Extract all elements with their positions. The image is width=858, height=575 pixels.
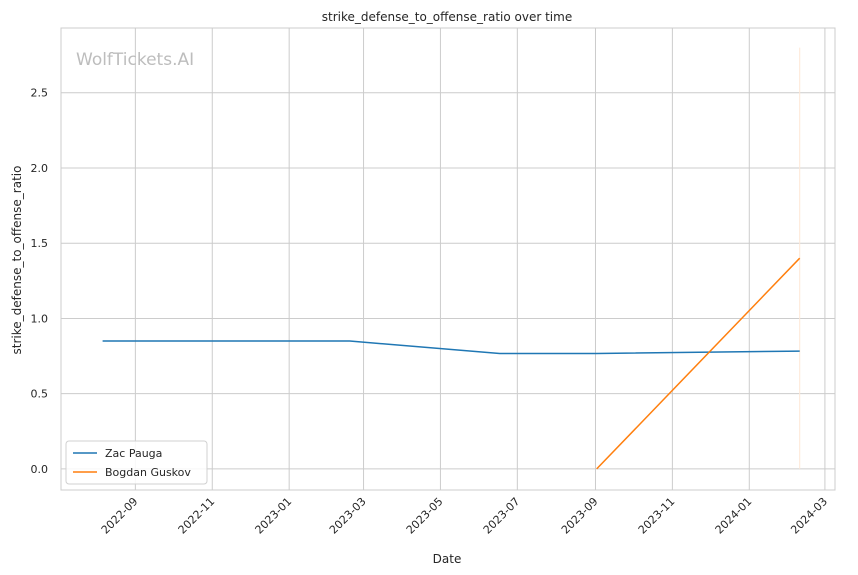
x-axis-label: Date xyxy=(433,552,462,566)
y-tick-label: 2.0 xyxy=(31,162,49,175)
x-tick-label: 2023-05 xyxy=(404,495,446,537)
x-tick-label: 2023-01 xyxy=(253,495,295,537)
x-tick-label: 2024-01 xyxy=(713,495,755,537)
chart-title: strike_defense_to_offense_ratio over tim… xyxy=(322,10,572,24)
legend: Zac Pauga Bogdan Guskov xyxy=(65,440,208,485)
x-tick-label: 2023-09 xyxy=(559,495,601,537)
plot-frame xyxy=(60,27,836,491)
grid-lines xyxy=(61,28,835,490)
series-line-zac-pauga xyxy=(102,340,800,355)
series-line-bogdan-guskov xyxy=(596,257,801,470)
y-tick-label: 0.5 xyxy=(31,388,49,401)
legend-label-zac-pauga: Zac Pauga xyxy=(105,447,162,460)
y-tick-label: 2.5 xyxy=(31,87,49,100)
watermark-text: WolfTickets.AI xyxy=(76,50,194,70)
series-layer xyxy=(102,257,801,470)
x-tick-label: 2022-11 xyxy=(176,495,218,537)
y-tick-label: 1.5 xyxy=(31,237,49,250)
y-tick-label: 1.0 xyxy=(31,312,49,325)
x-tick-label: 2023-07 xyxy=(481,495,523,537)
x-tick-label: 2023-11 xyxy=(636,495,678,537)
x-tick-label: 2023-03 xyxy=(327,495,369,537)
y-tick-labels: 0.0 0.5 1.0 1.5 2.0 2.5 xyxy=(31,87,49,476)
legend-box xyxy=(65,440,208,485)
y-axis-label: strike_defense_to_offense_ratio xyxy=(10,166,24,355)
x-tick-label: 2024-03 xyxy=(788,495,830,537)
y-tick-label: 0.0 xyxy=(31,463,49,476)
legend-label-bogdan-guskov: Bogdan Guskov xyxy=(105,466,191,479)
x-tick-labels: 2022-09 2022-11 2023-01 2023-03 2023-05 2023-… xyxy=(99,495,830,537)
x-tick-label: 2022-09 xyxy=(99,495,141,537)
